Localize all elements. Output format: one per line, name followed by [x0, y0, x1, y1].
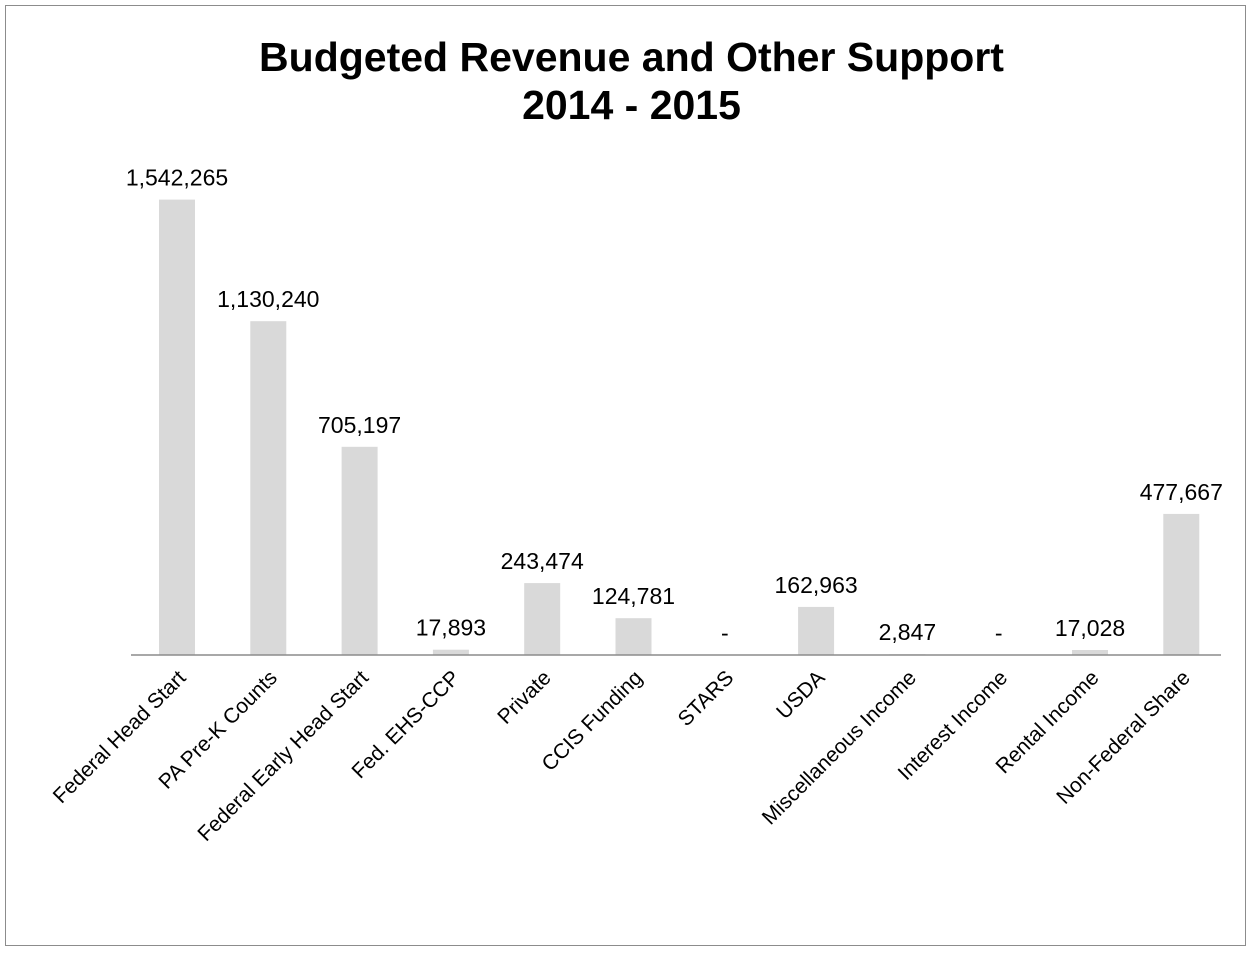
- chart-title: Budgeted Revenue and Other Support 2014 …: [0, 33, 1253, 129]
- data-label: 17,893: [416, 615, 486, 641]
- data-label: -: [995, 620, 1003, 646]
- bar: [1072, 650, 1108, 655]
- chart-frame: [5, 5, 1246, 946]
- data-label: 17,028: [1055, 615, 1125, 641]
- bar: [524, 583, 561, 655]
- bar: [250, 321, 287, 655]
- bar: [159, 199, 195, 655]
- x-tick-label: Private: [493, 666, 555, 728]
- chart-title-line-2: 2014 - 2015: [522, 82, 741, 128]
- bar: [1163, 513, 1200, 655]
- bar: [615, 618, 652, 655]
- data-label: 1,542,265: [126, 165, 228, 191]
- bar: [341, 446, 378, 655]
- data-label: 705,197: [318, 412, 401, 438]
- data-label: 1,130,240: [217, 286, 319, 312]
- data-label: -: [721, 620, 729, 646]
- x-tick-label: Miscellaneous Income: [758, 666, 921, 829]
- data-label: 162,963: [775, 572, 858, 598]
- data-label: 2,847: [879, 619, 937, 645]
- x-tick-label: Federal Early Head Start: [193, 666, 373, 846]
- bars-layer: [159, 199, 1200, 655]
- bar: [798, 606, 835, 655]
- chart-title-line-1: Budgeted Revenue and Other Support: [259, 34, 1004, 80]
- bar: [432, 649, 469, 655]
- x-tick-label: STARS: [674, 666, 739, 731]
- data-label: 243,474: [501, 548, 584, 574]
- value-labels-layer: 1,542,265 1,130,240 705,197 17,893 243,474 12…: [126, 165, 1223, 646]
- data-label: 477,667: [1140, 479, 1223, 505]
- x-tick-label: USDA: [772, 666, 830, 724]
- data-label: 124,781: [592, 583, 675, 609]
